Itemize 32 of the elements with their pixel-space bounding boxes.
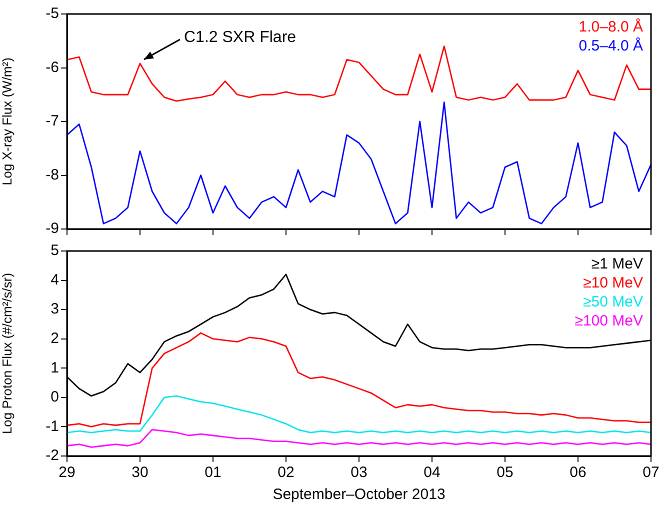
y-tick-label: 3	[50, 300, 59, 318]
y-tick-label: 0	[50, 388, 59, 406]
x-tick-label: 02	[278, 464, 294, 482]
y-tick-label: 4	[50, 271, 59, 288]
x-axis-title: September–October 2013	[272, 486, 446, 504]
y-tick-label: -2	[46, 447, 59, 464]
y-tick-label: 2	[50, 330, 59, 347]
x-tick-label: 03	[350, 464, 368, 482]
x-tick-label: 07	[642, 464, 660, 482]
y-tick-label: -9	[46, 220, 59, 238]
text: 1.0–8.0 Å	[578, 18, 643, 36]
y-axis-title: Log X-ray Flux (W/m²)	[0, 58, 14, 186]
y-tick-label: -5	[46, 5, 59, 22]
x-tick-label: 06	[570, 464, 586, 482]
y-tick-label: -6	[46, 58, 59, 76]
y-tick-label: -1	[46, 418, 59, 435]
y-axis-title: Log Proton Flux (#/cm²/s/sr)	[0, 272, 14, 434]
y-tick-label: 5	[50, 242, 59, 260]
annotation: C1.2 SXR Flare	[184, 28, 296, 46]
text: ≥10 MeV	[583, 274, 643, 292]
y-tick-label: -8	[46, 166, 59, 184]
x-tick-label: 04	[424, 464, 440, 482]
x-tick-label: 30	[132, 464, 148, 482]
y-tick-label: -7	[46, 112, 59, 130]
text: ≥50 MeV	[583, 294, 643, 311]
text: 0.5–4.0 Å	[578, 36, 643, 55]
x-tick-label: 05	[496, 464, 514, 482]
x-tick-label: 29	[58, 464, 76, 482]
text: ≥1 MeV	[591, 256, 643, 273]
text: ≥100 MeV	[574, 312, 643, 330]
y-tick-label: 1	[50, 359, 59, 376]
x-tick-label: 01	[204, 464, 222, 482]
